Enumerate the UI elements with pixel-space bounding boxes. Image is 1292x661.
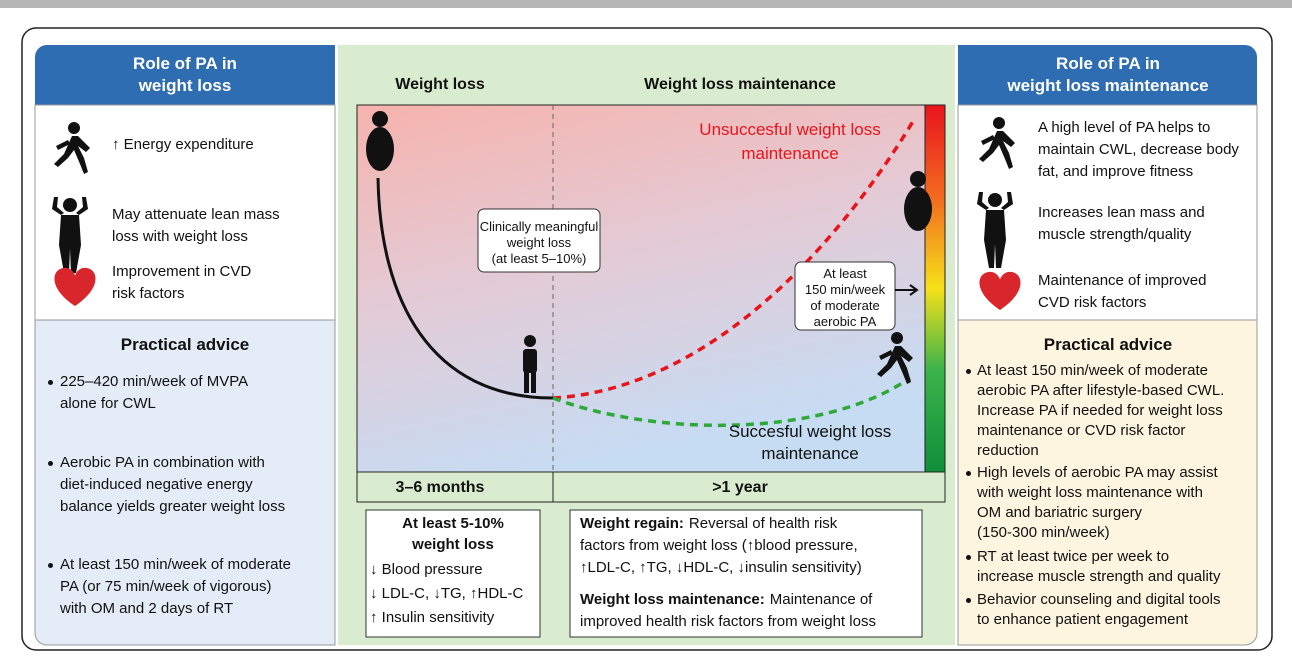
panel-title: weight loss [139, 76, 232, 96]
pa-text: aerobic PA [814, 312, 877, 332]
advice-text: At least 150 min/week of moderate [60, 555, 291, 575]
bullet [48, 461, 53, 466]
loss-title: At least 5-10% [402, 514, 504, 534]
advice-text: 225–420 min/week of MVPA [60, 372, 248, 392]
loss-text: ↓ LDL-C, ↓TG, ↑HDL-C [370, 584, 523, 604]
item-text: May attenuate lean mass [112, 205, 280, 225]
unsuccessful-label: Unsuccesful weight loss [699, 120, 880, 140]
panel-title: weight loss maintenance [1007, 76, 1208, 96]
bullet [966, 369, 971, 374]
bullet [48, 563, 53, 568]
item-text: loss with weight loss [112, 227, 248, 247]
advice-text: RT at least twice per week to [977, 547, 1169, 567]
item-text: Maintenance of improved [1038, 271, 1206, 291]
advice-text: aerobic PA after lifestyle-based CWL. [977, 381, 1224, 401]
loss-text: ↓ Blood pressure [370, 560, 483, 580]
advice-title: Practical advice [121, 335, 250, 355]
successful-label: Succesful weight loss [729, 422, 892, 442]
maintenance-text: Reversal of health risk [689, 514, 837, 534]
advice-text: with OM and 2 days of RT [60, 599, 233, 619]
item-text: risk factors [112, 284, 185, 304]
item-text: A high level of PA helps to [1038, 118, 1210, 138]
advice-text: Increase PA if needed for weight loss [977, 401, 1223, 421]
advice-text: At least 150 min/week of moderate [977, 361, 1208, 381]
item-text: Increases lean mass and [1038, 203, 1205, 223]
advice-text: Behavior counseling and digital tools [977, 590, 1221, 610]
bullet [966, 471, 971, 476]
maintenance-label: Weight regain: [580, 514, 684, 534]
item-text: Improvement in CVD [112, 262, 251, 282]
panel-title: Role of PA in [1056, 54, 1160, 74]
bullet [48, 380, 53, 385]
item-text: CVD risk factors [1038, 293, 1146, 313]
advice-text: reduction [977, 441, 1039, 461]
bullet [966, 555, 971, 560]
advice-text: maintenance or CVD risk factor [977, 421, 1185, 441]
advice-text: alone for CWL [60, 394, 156, 414]
top-bar [0, 0, 1292, 8]
maintenance-text: factors from weight loss (↑blood pressur… [580, 536, 858, 556]
maintenance-label: Weight loss maintenance: [580, 590, 765, 610]
phase-label: Weight loss maintenance [644, 75, 836, 95]
maintenance-text: Maintenance of [770, 590, 873, 610]
maintenance-text: ↑LDL-C, ↑TG, ↓HDL-C, ↓insulin sensitivit… [580, 558, 862, 578]
period-label: 3–6 months [396, 478, 485, 498]
item-text: fat, and improve fitness [1038, 162, 1193, 182]
advice-text: with weight loss maintenance with [977, 483, 1203, 503]
advice-text: increase muscle strength and quality [977, 567, 1220, 587]
loss-text: ↑ Insulin sensitivity [370, 608, 494, 628]
item-text: muscle strength/quality [1038, 225, 1191, 245]
advice-text: to enhance patient engagement [977, 610, 1188, 630]
item-text: maintain CWL, decrease body [1038, 140, 1239, 160]
bullet [966, 598, 971, 603]
advice-text: balance yields greater weight loss [60, 497, 285, 517]
advice-text: PA (or 75 min/week of vigorous) [60, 577, 271, 597]
advice-text: diet-induced negative energy [60, 475, 253, 495]
page: Role of PA inweight lossRole of PA inwei… [0, 0, 1292, 661]
item-text: ↑ Energy expenditure [112, 135, 254, 155]
panel-title: Role of PA in [133, 54, 237, 74]
maintenance-text: improved health risk factors from weight… [580, 612, 876, 632]
loss-title: weight loss [412, 535, 494, 555]
advice-text: High levels of aerobic PA may assist [977, 463, 1218, 483]
clinical-text: (at least 5–10%) [492, 249, 587, 269]
advice-text: Aerobic PA in combination with [60, 453, 265, 473]
advice-title: Practical advice [1044, 335, 1173, 355]
unsuccessful-label: maintenance [741, 144, 838, 164]
advice-text: (150-300 min/week) [977, 523, 1110, 543]
color-bar [925, 105, 945, 472]
advice-text: OM and bariatric surgery [977, 503, 1142, 523]
phase-label: Weight loss [395, 75, 485, 95]
successful-label: maintenance [761, 444, 858, 464]
period-label: >1 year [712, 478, 768, 498]
